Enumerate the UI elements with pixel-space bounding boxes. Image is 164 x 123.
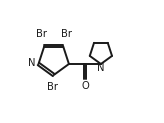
Text: Br: Br xyxy=(47,82,58,92)
Text: Br: Br xyxy=(36,29,47,39)
Text: N: N xyxy=(28,58,35,68)
Text: O: O xyxy=(82,81,89,91)
Text: N: N xyxy=(97,63,105,73)
Text: Br: Br xyxy=(61,29,72,39)
